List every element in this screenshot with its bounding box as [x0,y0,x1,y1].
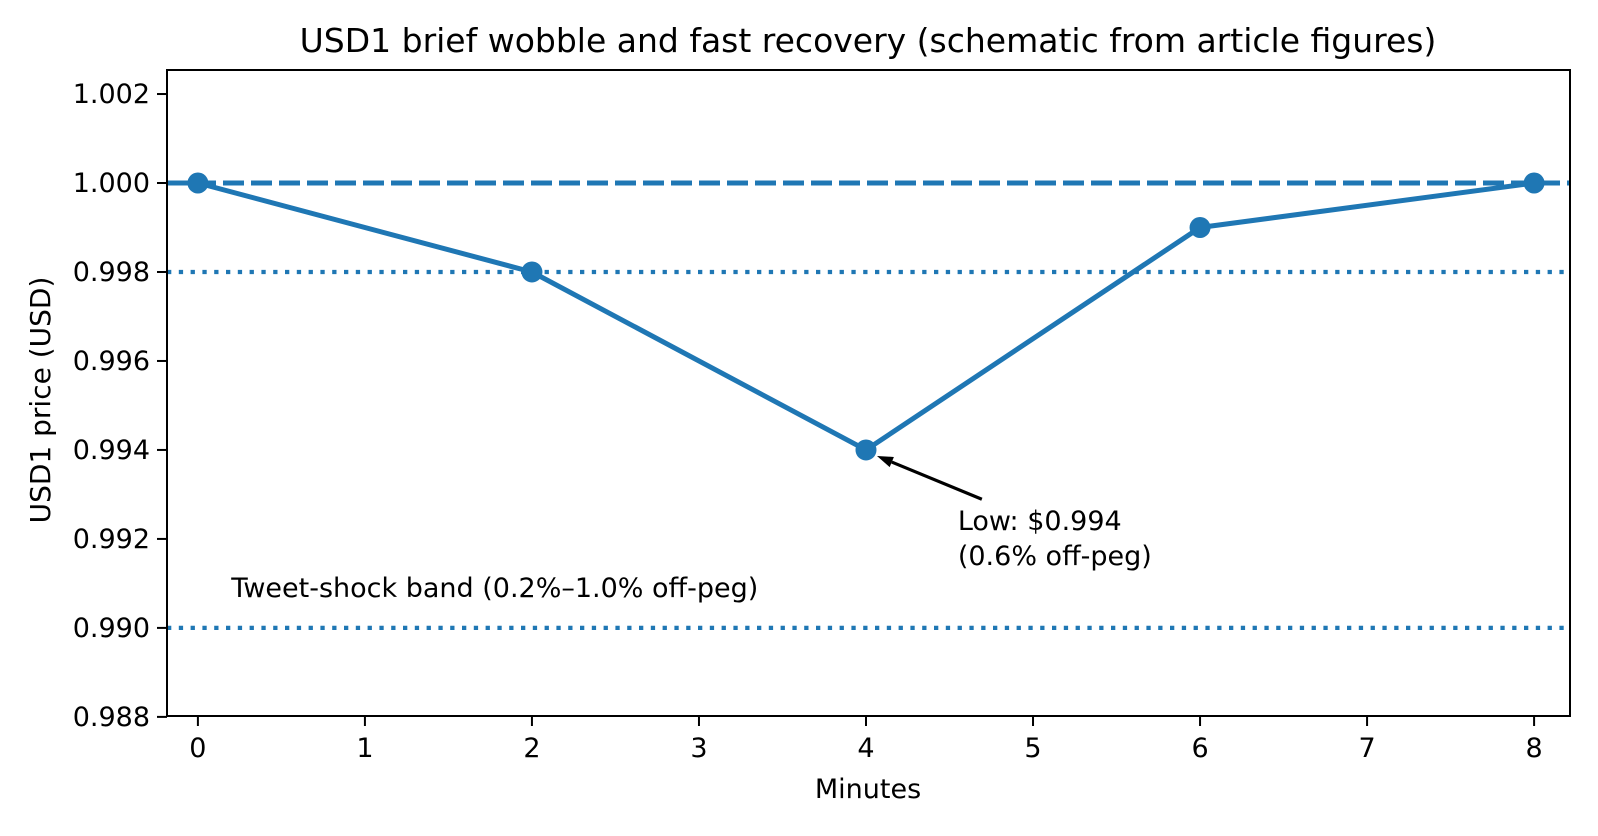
x-tick-label: 2 [523,733,540,764]
annotation-arrow-shaft [891,460,983,501]
x-tick-label: 1 [356,733,373,764]
annotation-low-line2: (0.6% off-peg) [958,541,1152,572]
x-tick-label: 3 [690,733,707,764]
y-tick-label: 0.990 [73,613,150,644]
series-line [195,180,1537,453]
x-tick-label: 0 [189,733,206,764]
data-point-marker [521,261,543,283]
band-label: Tweet-shock band (0.2%–1.0% off-peg) [230,573,758,604]
y-tick-label: 0.988 [73,702,150,733]
annotation-arrow-head [876,455,894,468]
y-axis-label: USD1 price (USD) [24,277,57,524]
data-point-marker [187,172,209,194]
x-tick-label: 4 [857,733,874,764]
x-tick-label: 5 [1024,733,1041,764]
x-axis-label: Minutes [815,774,921,805]
annotation-arrow-layer [876,455,983,501]
data-point-marker [1189,216,1211,238]
x-tick-label: 7 [1358,733,1375,764]
data-point-marker [1523,172,1545,194]
y-tick-label: 1.002 [73,79,150,110]
data-point-marker [855,439,877,461]
chart-title: USD1 brief wobble and fast recovery (sch… [300,21,1437,60]
y-tick-label: 0.996 [73,346,150,377]
reference-lines-layer [167,180,1570,631]
annotation-low-line1: Low: $0.994 [958,506,1122,537]
x-tick-label: 6 [1191,733,1208,764]
series-layer [187,172,1545,461]
y-tick-label: 0.994 [73,435,150,466]
y-tick-label: 0.998 [73,257,150,288]
y-tick-label: 0.992 [73,524,150,555]
axis-ticks-layer: 0 1 2 3 4 5 6 7 8 0.988 0.990 0.992 0.994 0.996 0.998 1… [73,79,1543,764]
plot-border [166,69,1571,717]
y-tick-label: 1.000 [73,168,150,199]
x-tick-label: 8 [1525,733,1542,764]
